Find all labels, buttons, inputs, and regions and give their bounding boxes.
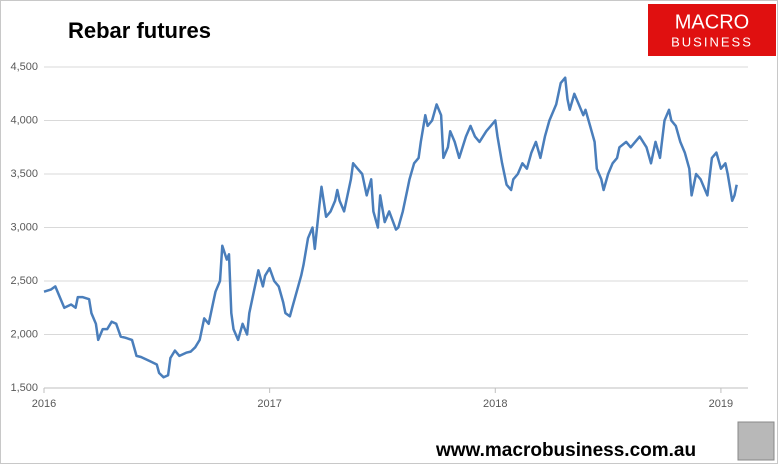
y-tick-label: 3,500 <box>10 168 38 180</box>
x-tick-label: 2016 <box>32 398 56 410</box>
data-line <box>43 76 738 379</box>
x-tick-label: 2017 <box>257 398 281 410</box>
logo-text: MACRO <box>675 11 749 33</box>
chart-title: Rebar futures <box>68 18 211 43</box>
y-tick-label: 4,000 <box>10 114 38 126</box>
y-tick-label: 4,500 <box>10 61 38 73</box>
footer-url: www.macrobusiness.com.au <box>435 440 696 461</box>
y-tick-label: 2,000 <box>10 328 38 340</box>
x-tick-label: 2018 <box>483 398 507 410</box>
y-tick-label: 1,500 <box>10 382 38 394</box>
wolf-icon <box>737 421 775 461</box>
y-tick-label: 2,500 <box>10 275 38 287</box>
logo-text: BUSINESS <box>671 34 753 49</box>
logo-box <box>648 4 776 56</box>
x-tick-label: 2019 <box>709 398 733 410</box>
y-tick-label: 3,000 <box>10 221 38 233</box>
